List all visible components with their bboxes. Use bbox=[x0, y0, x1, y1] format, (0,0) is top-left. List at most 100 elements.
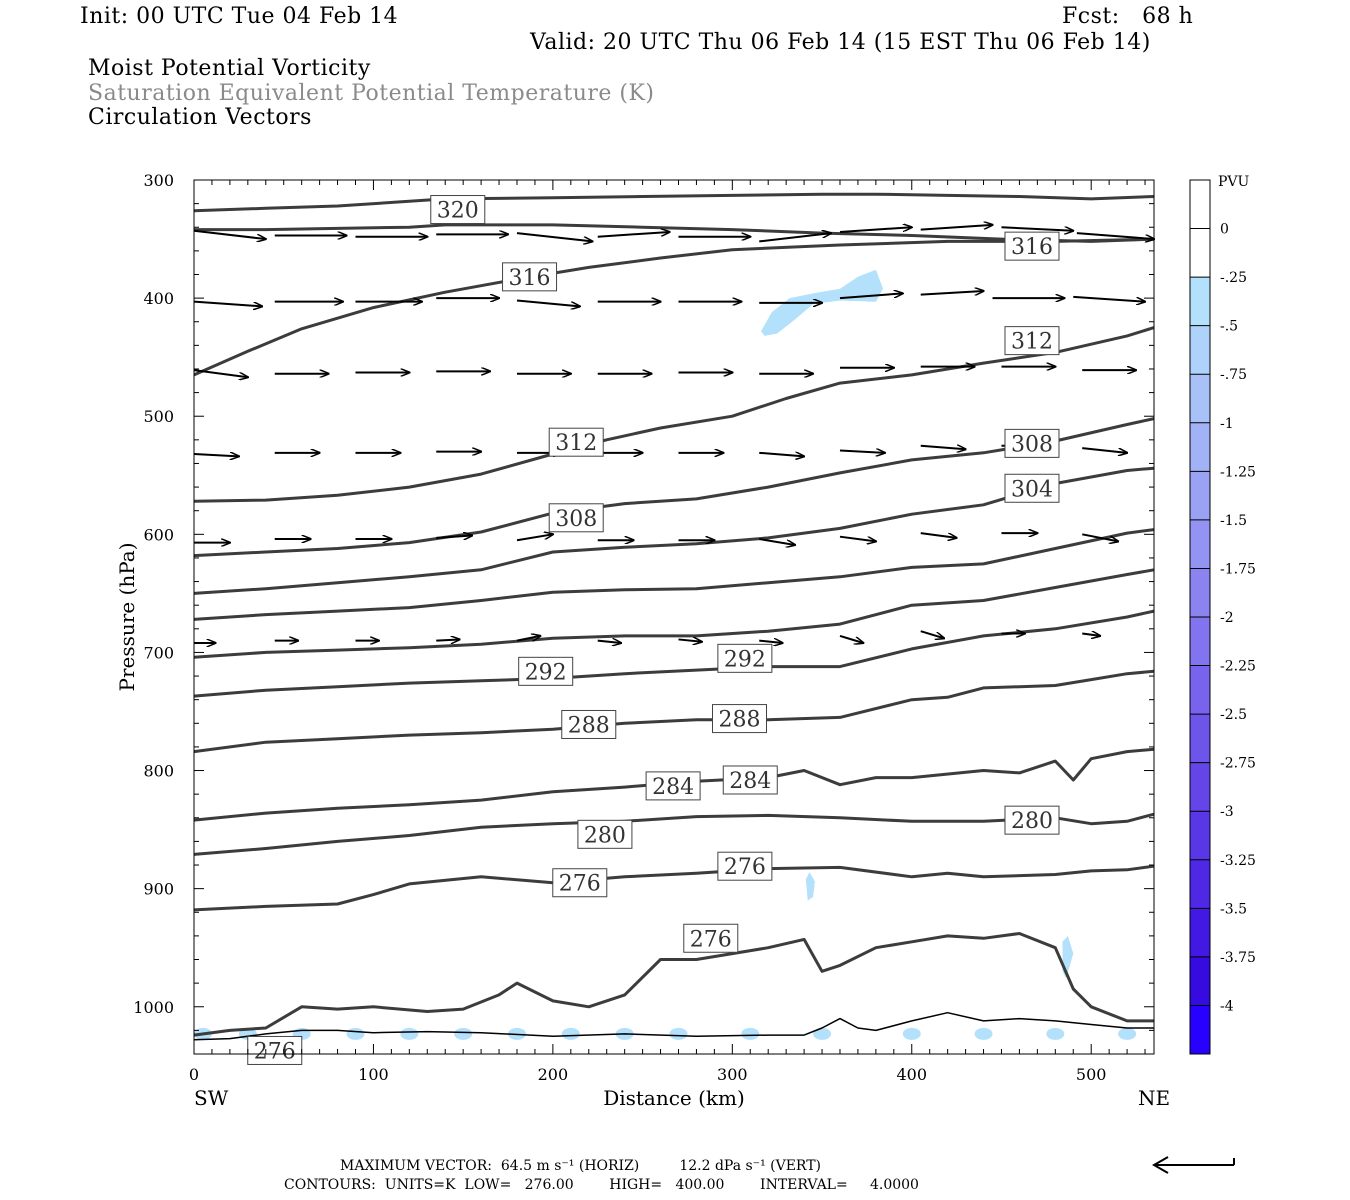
circulation-vector bbox=[436, 536, 472, 538]
colorbar-tick-label: -3.25 bbox=[1220, 853, 1256, 869]
contour-label-box bbox=[548, 503, 604, 533]
circulation-vector bbox=[597, 641, 621, 643]
circulation-vector bbox=[920, 446, 966, 450]
contour-label: 276 bbox=[717, 851, 773, 881]
circulation-vector bbox=[920, 532, 957, 538]
contour-label: 304 bbox=[1004, 473, 1060, 503]
circulation-vector bbox=[1073, 295, 1145, 302]
contour-label-box bbox=[502, 262, 558, 292]
y-tick-label: 900 bbox=[143, 880, 174, 899]
circulation-vector bbox=[193, 454, 239, 456]
circulation-vector bbox=[1076, 232, 1154, 239]
mpv-shade-region bbox=[1118, 1027, 1137, 1040]
contour-label-box bbox=[548, 427, 604, 457]
circulation-vector bbox=[839, 634, 863, 643]
contour-label-box bbox=[577, 819, 633, 849]
theta-contour-line bbox=[193, 812, 1155, 856]
circulation-vector bbox=[759, 641, 782, 643]
colorbar-segment bbox=[1190, 228, 1210, 278]
contour-label-box bbox=[683, 923, 739, 953]
contour-label: 284 bbox=[645, 771, 701, 801]
circulation-vector bbox=[920, 225, 993, 231]
circulation-vector bbox=[839, 293, 903, 300]
colorbar-tick-label: -2.25 bbox=[1220, 659, 1256, 675]
colorbar-tick-label: 0 bbox=[1220, 222, 1229, 238]
contour-label-box bbox=[1004, 428, 1060, 458]
theta-contour-line bbox=[194, 223, 1155, 243]
y-tick-label: 700 bbox=[143, 643, 174, 662]
axis-tick-layer: 0 100 200 300 400 500 300 400 500 600 700 800 900 100… bbox=[133, 171, 1154, 1084]
contour-label: 316 bbox=[1004, 231, 1060, 261]
contour-label-text: 292 bbox=[525, 660, 567, 685]
colorbar-tick-label: -.75 bbox=[1220, 367, 1247, 383]
contour-label-box bbox=[552, 868, 608, 898]
contour-label: 312 bbox=[1004, 326, 1060, 356]
colorbar-tick-label: -4 bbox=[1220, 998, 1234, 1014]
colorbar-segment bbox=[1190, 519, 1210, 569]
contour-label: 276 bbox=[247, 1035, 303, 1065]
circulation-vector bbox=[839, 227, 912, 233]
contour-label-box bbox=[1004, 473, 1060, 503]
contour-label-text: 316 bbox=[509, 266, 551, 291]
contour-label: 292 bbox=[518, 656, 574, 686]
contour-label-box bbox=[518, 656, 574, 686]
theta-contour-line bbox=[193, 568, 1155, 659]
mpv-shade-region bbox=[761, 269, 883, 336]
reference-vector-arrow bbox=[1151, 1156, 1235, 1174]
circulation-vector bbox=[597, 232, 670, 238]
contour-label-text: 316 bbox=[1011, 235, 1053, 260]
mpv-shade-region bbox=[1062, 935, 1074, 979]
y-tick-label: 800 bbox=[143, 762, 174, 781]
circulation-vector bbox=[759, 233, 831, 243]
theta-contour-line bbox=[193, 1011, 1154, 1041]
contour-label: 288 bbox=[561, 709, 617, 739]
colorbar-segment bbox=[1190, 374, 1210, 424]
circulation-vector-layer bbox=[193, 225, 1154, 643]
circulation-vector bbox=[759, 538, 795, 545]
circulation-vector bbox=[1082, 533, 1118, 541]
circulation-vector bbox=[516, 232, 592, 241]
contour-label: 308 bbox=[1004, 428, 1060, 458]
contour-label-text: 284 bbox=[729, 769, 771, 794]
contour-label-text: 276 bbox=[690, 927, 732, 952]
colorbar-tick-label: -1 bbox=[1220, 416, 1234, 432]
contour-label-text: 284 bbox=[652, 775, 694, 800]
theta-contour-line bbox=[193, 932, 1154, 1037]
contour-label-box bbox=[645, 771, 701, 801]
contour-label-box bbox=[711, 704, 767, 734]
colorbar-tick-label: -3.5 bbox=[1220, 901, 1247, 917]
init-time: Init: 00 UTC Tue 04 Feb 14 bbox=[80, 4, 399, 29]
contour-label: 292 bbox=[717, 643, 773, 673]
contour-label-text: 308 bbox=[1011, 432, 1053, 457]
circulation-vector bbox=[1082, 447, 1127, 453]
plot-frame bbox=[193, 179, 1155, 1055]
contour-label-box bbox=[430, 195, 486, 225]
contour-label-box bbox=[1004, 231, 1060, 261]
contour-label-box bbox=[717, 643, 773, 673]
title-mpv: Moist Potential Vorticity bbox=[88, 56, 371, 81]
colorbar-segment bbox=[1190, 471, 1210, 521]
colorbar-segment bbox=[1190, 568, 1210, 618]
y-axis-label: Pressure (hPa) bbox=[115, 543, 139, 692]
circulation-vector bbox=[193, 300, 262, 307]
colorbar-tick-label: -3.75 bbox=[1220, 950, 1256, 966]
contour-label-text: 280 bbox=[584, 823, 626, 848]
colorbar-tick-label: -2 bbox=[1220, 610, 1234, 626]
contour-label-text: 288 bbox=[718, 708, 760, 733]
circulation-vector bbox=[436, 639, 459, 640]
contour-label: 316 bbox=[502, 262, 558, 292]
contour-label-box bbox=[1004, 805, 1060, 835]
colorbar-segment bbox=[1190, 665, 1210, 715]
contour-label-layer: 320 316 316 312 312 308 308 304 292 292 288 288 284 2… bbox=[247, 195, 1060, 1065]
x-tick-label: 0 bbox=[189, 1065, 199, 1084]
mpv-shading-layer bbox=[193, 269, 1137, 1040]
y-tick-label: 600 bbox=[143, 525, 174, 544]
colorbar-tick-label: -1.75 bbox=[1220, 561, 1256, 577]
colorbar-segment bbox=[1190, 325, 1210, 375]
colorbar-tick-label: -2.5 bbox=[1220, 707, 1247, 723]
theta-contour-line bbox=[193, 237, 1155, 377]
x-tick-label: 200 bbox=[538, 1065, 569, 1084]
colorbar-tick-label: -3 bbox=[1220, 804, 1234, 820]
contour-label-box bbox=[1004, 326, 1060, 356]
contour-label: 288 bbox=[711, 704, 767, 734]
